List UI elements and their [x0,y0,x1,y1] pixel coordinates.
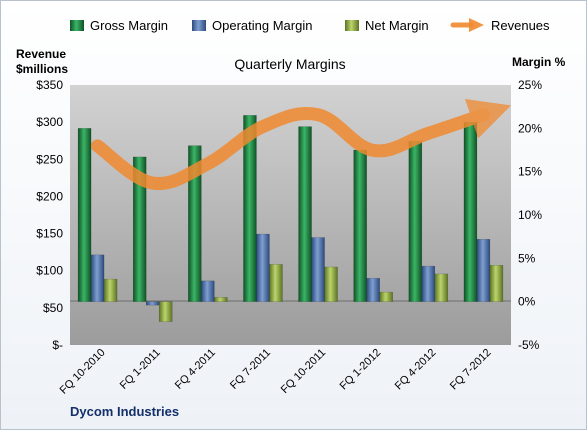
net-margin-bar [489,265,504,302]
legend-label-revenues: Revenues [491,18,550,33]
category-label: FQ 1-2011 [118,347,163,392]
left-tick-label: $250 [36,152,63,166]
left-tick-label: $200 [36,189,63,203]
category-label: FQ 4-2011 [173,347,218,392]
operating-margin-bar [366,278,380,302]
operating-margin-bar [90,254,105,302]
operating-margin-bar [201,280,215,302]
right-axis: -5% 0% 5% 10% 15% 20% 25% [518,78,542,352]
category-label: FQ 1-2012 [338,347,384,393]
gross-margin-bar [463,122,478,302]
category-label: FQ 4-2012 [393,347,439,393]
net-margin-bar [324,266,338,302]
left-tick-label: $150 [36,227,63,241]
left-tick-label: $100 [36,264,63,278]
net-margin-bar [434,273,449,302]
footer-company-name: Dycom Industries [70,404,179,419]
legend-swatch-operating-margin [192,20,206,31]
gross-margin-bar [243,115,257,302]
left-axis-label-line1: Revenue [16,47,66,61]
legend-label-net-margin: Net Margin [365,18,429,33]
revenues-line [91,98,512,191]
net-margin-bar [269,264,283,302]
category-axis: FQ 10-2010 FQ 1-2011 FQ 4-2011 FQ 7-2011 FQ … [58,347,494,397]
gross-margin-bar [298,126,312,302]
gross-margin-bar [408,141,423,302]
right-axis-label: Margin % [512,55,566,69]
net-margin-bar [158,301,173,322]
operating-margin-bar [476,239,491,302]
right-tick-label: 20% [518,121,542,135]
left-tick-label: $350 [36,78,63,92]
operating-margin-bar [311,237,325,302]
gross-margin-bar [188,145,202,302]
legend: Gross Margin Operating Margin Net Margin… [70,18,550,33]
legend-arrow-revenues [469,18,484,32]
legend-label-gross-margin: Gross Margin [90,18,168,33]
category-label: FQ 7-2011 [228,347,273,392]
operating-margin-bar [421,265,436,302]
revenues-line-group [91,98,512,191]
net-margin-bar [214,297,228,302]
legend-swatch-gross-margin [70,20,84,31]
category-label: FQ 10-2010 [58,347,108,397]
right-tick-label: 0% [518,295,536,309]
left-axis-label-line2: $millions [16,62,68,76]
gross-margin-bar [77,128,92,302]
legend-swatch-net-margin [345,20,359,31]
legend-label-operating-margin: Operating Margin [212,18,312,33]
left-tick-label: $- [52,338,63,352]
operating-margin-bar [256,233,270,302]
net-margin-bar [103,278,118,302]
gross-margin-bar [353,149,367,302]
bars [77,115,504,322]
right-tick-label: -5% [518,338,540,352]
right-tick-label: 25% [518,78,542,92]
left-tick-label: $50 [43,301,63,315]
category-label: FQ 10-2011 [279,347,328,396]
left-tick-label: $300 [36,115,63,129]
gross-margin-bar [132,156,147,302]
net-margin-bar [379,291,393,302]
category-label: FQ 7-2012 [448,347,494,393]
chart-title: Quarterly Margins [234,56,345,72]
left-axis: $- $50 $100 $150 $200 $250 $300 $350 [36,78,63,352]
right-tick-label: 5% [518,251,536,265]
operating-margin-bar [145,301,160,306]
right-tick-label: 10% [518,208,542,222]
right-tick-label: 15% [518,165,542,179]
